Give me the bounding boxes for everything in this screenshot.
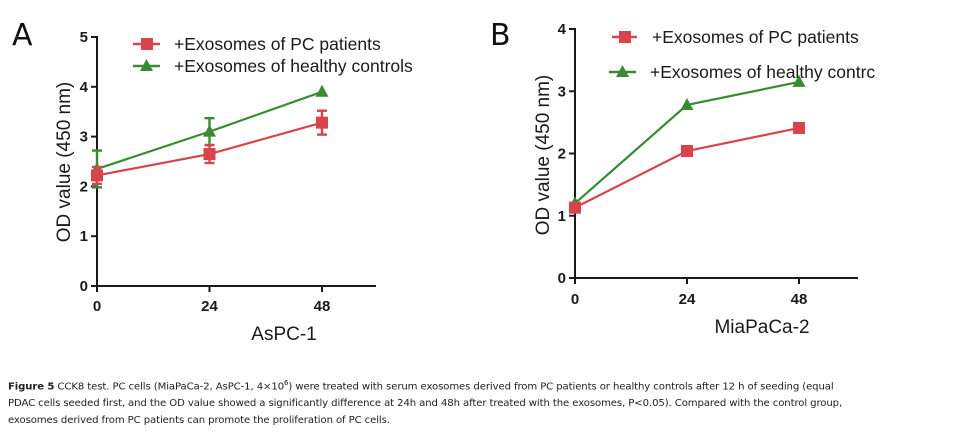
figure-caption: Figure 5 CCK8 test. PC cells (MiaPaCa-2,… xyxy=(8,375,958,429)
legend-marker-square xyxy=(619,31,631,43)
panel-a-data-point-pc-patients xyxy=(91,169,103,182)
legend-label-healthy: +Exosomes of healthy contrc xyxy=(650,62,875,82)
panel-b-series-line-pc-patients xyxy=(574,126,800,209)
panel-a-x-tick-label: 48 xyxy=(314,298,331,315)
panel-a-data-point-healthy-controls xyxy=(203,124,216,137)
legend-label-healthy: +Exosomes of healthy controls xyxy=(174,56,413,76)
panel-a-data-point-pc-patients xyxy=(316,116,328,129)
panel-b-chart: B 0 1 2 3 4 0 24 48 +Exosomes of PC patients +E… xyxy=(490,18,875,338)
caption-line-3: exosomes derived from PC patients can pr… xyxy=(8,415,390,427)
panel-a-y-tick-label: 0 xyxy=(80,278,88,295)
panel-b-data-point-pc-patients xyxy=(569,201,581,214)
caption-line-2: PDAC cells seeded first, and the OD valu… xyxy=(8,398,843,410)
panel-a-y-tick-label: 1 xyxy=(80,228,88,245)
legend-marker-square xyxy=(141,38,153,50)
panel-b-letter: B xyxy=(490,18,511,53)
caption-superscript: 6 xyxy=(284,379,289,387)
panel-a-y-tick-label: 3 xyxy=(80,129,88,146)
panel-a-legend: +Exosomes of PC patients +Exosomes of he… xyxy=(133,34,413,76)
caption-line-1: Figure 5 CCK8 test. PC cells (MiaPaCa-2,… xyxy=(8,375,958,395)
legend-marker-triangle xyxy=(140,59,153,71)
panel-b-y-tick-label: 4 xyxy=(558,21,567,38)
panel-b-y-tick-label: 0 xyxy=(558,270,566,287)
panel-a-data-point-healthy-controls xyxy=(315,84,329,97)
caption-figure-label: Figure 5 xyxy=(8,381,55,393)
legend-label-pc: +Exosomes of PC patients xyxy=(174,34,381,54)
panel-a-x-tick-label: 24 xyxy=(201,298,218,315)
panel-a-y-tick-label: 2 xyxy=(80,178,88,195)
panel-a-x-axis-title: AsPC-1 xyxy=(251,324,316,345)
panel-b-x-tick-label: 0 xyxy=(571,291,579,308)
panel-b-x-tick-label: 24 xyxy=(679,291,696,308)
panel-b-y-tick-label: 3 xyxy=(558,83,566,100)
panel-b-y-tick-label: 1 xyxy=(558,208,566,225)
panel-a-chart: A 0 1 2 3 4 5 0 24 48 +Exosomes of PC patients +… xyxy=(12,18,413,345)
panel-b-y-axis-title: OD value (450 nm) xyxy=(533,75,554,236)
panel-b-data-point-healthy-controls xyxy=(792,74,806,87)
panel-b-y-tick-label: 2 xyxy=(558,146,566,163)
panel-a-y-tick-label: 5 xyxy=(80,29,88,46)
panel-b-data-point-healthy-controls xyxy=(680,97,694,110)
caption-text-1a: CCK8 test. PC cells (MiaPaCa-2, AsPC-1, … xyxy=(54,381,285,393)
panel-a-letter: A xyxy=(12,18,33,53)
legend-marker-triangle xyxy=(616,65,629,77)
panel-b-x-axis-title: MiaPaCa-2 xyxy=(714,317,809,338)
panel-b-data-point-pc-patients xyxy=(793,121,805,134)
legend-label-pc: +Exosomes of PC patients xyxy=(652,27,859,47)
caption-text-1b: ) were treated with serum exosomes deriv… xyxy=(288,381,834,393)
panel-b-legend: +Exosomes of PC patients +Exosomes of he… xyxy=(609,27,875,82)
panel-a-x-tick-label: 0 xyxy=(93,298,101,315)
panel-b-data-point-pc-patients xyxy=(681,145,693,158)
panel-a-y-axis-title: OD value (450 nm) xyxy=(54,82,75,243)
panel-a-data-point-pc-patients xyxy=(203,148,216,161)
panel-b-x-tick-label: 48 xyxy=(791,291,808,308)
panel-a-y-tick-label: 4 xyxy=(80,79,89,96)
